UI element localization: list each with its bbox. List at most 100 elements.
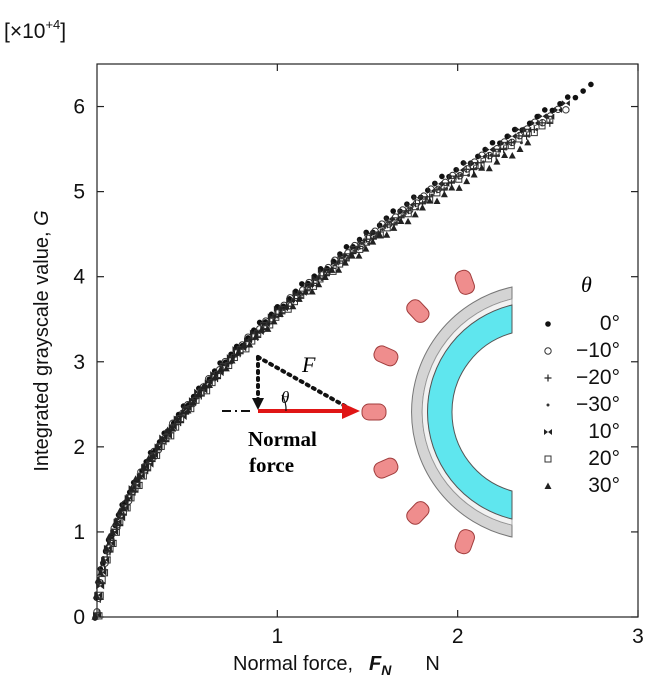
data-point: [276, 310, 284, 317]
data-point: [439, 173, 445, 180]
data-point: [266, 321, 274, 329]
data-point: [222, 364, 230, 372]
data-point: [348, 252, 356, 259]
data-point: [145, 461, 154, 468]
data-point: [516, 145, 524, 152]
data-point: [557, 100, 563, 107]
data-point: [572, 94, 579, 101]
data-point: [530, 120, 539, 127]
tick-group: 0 1 2 3 4 5 6 1 2 3: [73, 64, 644, 648]
inset-sensor-illustration: F θ Normal force: [222, 269, 513, 555]
data-point: [174, 416, 182, 424]
plot-frame: [96, 63, 639, 618]
data-point: [93, 608, 101, 616]
y-multiplier: [×10+4]: [4, 17, 66, 43]
normal-force-arrowhead: [342, 403, 360, 419]
data-point: [97, 569, 105, 576]
data-point: [360, 242, 364, 246]
data-point: [390, 217, 398, 225]
data-point: [397, 210, 405, 218]
data-point: [315, 280, 323, 288]
data-point: [478, 153, 487, 160]
data-point: [463, 177, 471, 185]
data-point: [462, 168, 470, 176]
data-point: [228, 357, 236, 364]
data-point: [264, 325, 272, 332]
legend-label: 10°: [588, 420, 620, 443]
data-point: [99, 556, 107, 563]
data-point: [523, 128, 531, 136]
x-tick-label: 1: [271, 625, 283, 648]
data-point: [96, 583, 105, 590]
data-point: [179, 408, 187, 415]
data-point: [411, 203, 419, 211]
legend-marker: [544, 455, 552, 463]
data-point: [116, 522, 124, 530]
data-point: [440, 182, 448, 190]
data-point: [328, 266, 336, 273]
legend-marker: [544, 429, 552, 435]
data-point: [485, 146, 494, 153]
data-point: [440, 190, 448, 198]
data-point: [267, 313, 276, 320]
data-point: [104, 551, 108, 555]
data-point: [455, 175, 463, 183]
data-point: [154, 443, 162, 451]
data-point: [313, 278, 317, 282]
data-point: [333, 263, 337, 267]
y-tick-label: 2: [73, 436, 85, 459]
legend-label: 30°: [588, 474, 620, 497]
data-point: [588, 81, 594, 88]
data-point: [109, 528, 117, 536]
data-point: [419, 196, 427, 204]
data-point: [508, 152, 516, 159]
data-point: [538, 122, 546, 130]
data-point: [234, 349, 242, 356]
y-multiplier-close: ]: [60, 20, 66, 43]
force-vector-f: [256, 355, 354, 412]
data-point: [200, 382, 208, 389]
data-point: [205, 381, 213, 389]
x-axis-label-symbol: F: [369, 653, 382, 675]
inset-angle-label: θ: [281, 388, 289, 407]
data-point: [91, 613, 99, 620]
legend-marker: [545, 321, 551, 327]
legend-title: θ: [581, 272, 592, 297]
data-point: [408, 207, 412, 211]
data-point: [112, 518, 120, 525]
data-point: [188, 397, 197, 404]
data-point: [390, 208, 396, 214]
data-point: [404, 217, 412, 225]
data-point: [554, 106, 563, 113]
y-tick-label: 6: [73, 96, 85, 119]
data-point: [387, 220, 391, 224]
data-point: [123, 494, 131, 502]
data-point: [538, 113, 547, 120]
data-point: [470, 161, 478, 169]
data-point: [546, 115, 554, 123]
data-point: [356, 245, 364, 253]
data-point: [286, 297, 295, 304]
data-point: [362, 245, 370, 252]
data-point: [549, 107, 556, 114]
legend-marker: [544, 374, 552, 382]
data-point: [342, 253, 350, 261]
sensor-pads: [361, 269, 475, 555]
data-point: [283, 303, 291, 310]
data-point: [154, 443, 163, 450]
data-point: [485, 155, 493, 163]
data-point: [390, 224, 398, 231]
legend-marker: [546, 403, 550, 407]
legend-label: −30°: [576, 393, 620, 416]
data-point: [92, 591, 100, 599]
data-points: [91, 81, 594, 621]
y-multiplier-exp: +4: [45, 17, 60, 32]
x-axis-label-sub: N: [381, 662, 392, 677]
data-point: [349, 245, 357, 253]
data-point: [295, 295, 303, 302]
data-point: [500, 141, 508, 149]
data-point: [135, 482, 143, 490]
data-point: [493, 158, 501, 165]
sensor-cyan-body: [427, 304, 513, 520]
data-point: [109, 539, 117, 547]
